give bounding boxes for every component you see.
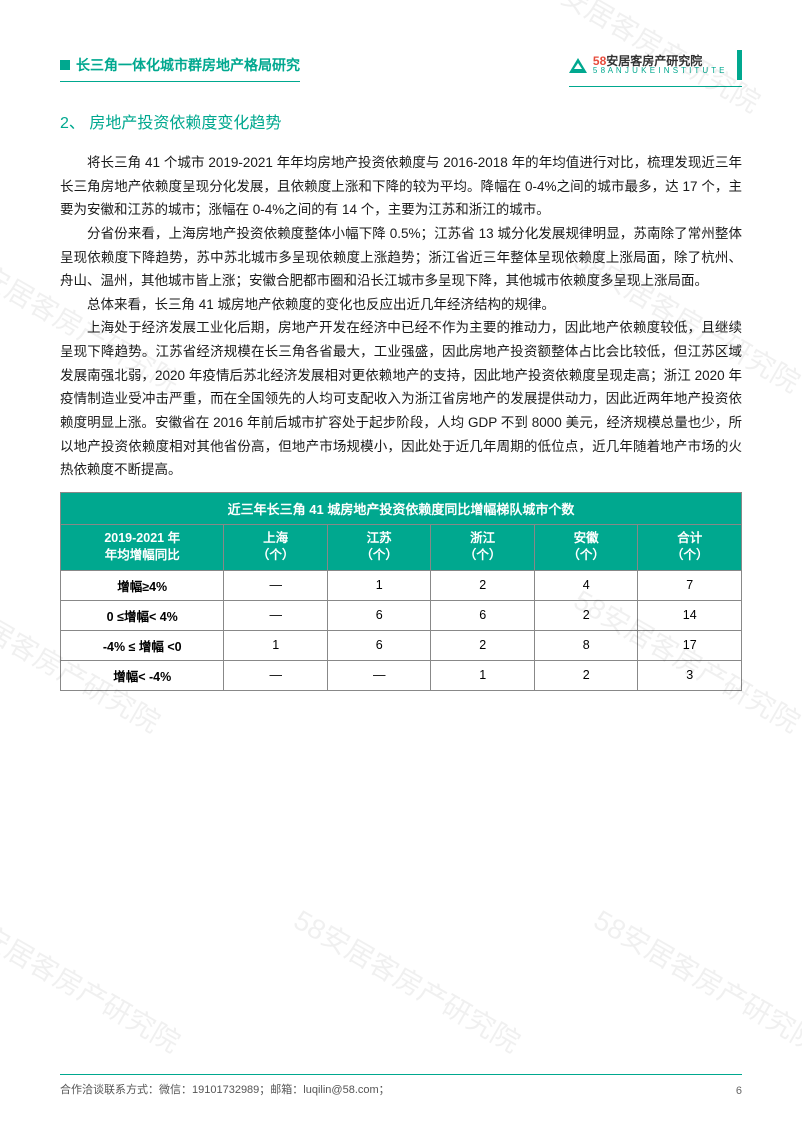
paragraph: 分省份来看，上海房地产投资依赖度整体小幅下降 0.5%；江苏省 13 城分化发展…	[60, 222, 742, 293]
row-label: 0 ≤增幅< 4%	[61, 600, 224, 630]
table-header-row: 2019-2021 年 年均增幅同比 上海 （个） 江苏 （个） 浙江 （个） …	[61, 524, 742, 570]
page-number: 6	[736, 1085, 742, 1097]
table-row: 0 ≤增幅< 4% — 6 6 2 14	[61, 600, 742, 630]
cell: 8	[534, 630, 638, 660]
cell: 2	[431, 630, 535, 660]
cell: 4	[534, 570, 638, 600]
col-header: 合计 （个）	[638, 524, 742, 570]
cell: 2	[534, 660, 638, 690]
cell: —	[224, 600, 328, 630]
row-label: -4% ≤ 增幅 <0	[61, 630, 224, 660]
table-row: 增幅< -4% — — 1 2 3	[61, 660, 742, 690]
cell: 6	[327, 600, 431, 630]
watermark: 58安居客房产研究院	[0, 899, 188, 1061]
cell: 17	[638, 630, 742, 660]
table-title-row: 近三年长三角 41 城房地产投资依赖度同比增幅梯队城市个数	[61, 492, 742, 524]
header-square-icon	[60, 60, 70, 70]
watermark: 58安居客房产研究院	[287, 899, 528, 1061]
col-header: 2019-2021 年 年均增幅同比	[61, 524, 224, 570]
cell: 14	[638, 600, 742, 630]
logo-en: 5 8 A N J U K E I N S T I T U T E	[593, 67, 725, 75]
col-header: 江苏 （个）	[327, 524, 431, 570]
row-label: 增幅≥4%	[61, 570, 224, 600]
cell: 1	[431, 660, 535, 690]
logo-triangle-icon	[569, 58, 587, 73]
cell: 1	[224, 630, 328, 660]
footer-divider	[60, 1074, 742, 1076]
table-title: 近三年长三角 41 城房地产投资依赖度同比增幅梯队城市个数	[61, 492, 742, 524]
logo-text: 58安居客房产研究院 5 8 A N J U K E I N S T I T U…	[593, 55, 725, 75]
header-bar-icon	[737, 50, 742, 80]
col-header: 上海 （个）	[224, 524, 328, 570]
cell: —	[224, 660, 328, 690]
header-left: 长三角一体化城市群房地产格局研究	[60, 55, 300, 82]
cell: 1	[327, 570, 431, 600]
page-header: 长三角一体化城市群房地产格局研究 58安居客房产研究院 5 8 A N J U …	[60, 50, 742, 87]
col-header: 安徽 （个）	[534, 524, 638, 570]
row-label: 增幅< -4%	[61, 660, 224, 690]
table-row: -4% ≤ 增幅 <0 1 6 2 8 17	[61, 630, 742, 660]
data-table: 近三年长三角 41 城房地产投资依赖度同比增幅梯队城市个数 2019-2021 …	[60, 492, 742, 691]
page-footer: 合作洽谈联系方式：微信：19101732989；邮箱：luqilin@58.co…	[60, 1081, 742, 1097]
cell: —	[224, 570, 328, 600]
paragraph: 将长三角 41 个城市 2019-2021 年年均房地产投资依赖度与 2016-…	[60, 151, 742, 222]
cell: 2	[431, 570, 535, 600]
header-logo: 58安居客房产研究院 5 8 A N J U K E I N S T I T U…	[569, 50, 742, 87]
paragraph: 上海处于经济发展工业化后期，房地产开发在经济中已经不作为主要的推动力，因此地产依…	[60, 316, 742, 481]
cell: 6	[431, 600, 535, 630]
cell: 3	[638, 660, 742, 690]
paragraph: 总体来看，长三角 41 城房地产依赖度的变化也反应出近几年经济结构的规律。	[60, 293, 742, 317]
footer-contact: 合作洽谈联系方式：微信：19101732989；邮箱：luqilin@58.co…	[60, 1081, 390, 1097]
watermark: 58安居客房产研究院	[587, 899, 802, 1061]
section-heading: 2、 房地产投资依赖度变化趋势	[60, 109, 742, 133]
table-row: 增幅≥4% — 1 2 4 7	[61, 570, 742, 600]
cell: 6	[327, 630, 431, 660]
header-title: 长三角一体化城市群房地产格局研究	[76, 55, 300, 75]
cell: 2	[534, 600, 638, 630]
cell: 7	[638, 570, 742, 600]
col-header: 浙江 （个）	[431, 524, 535, 570]
body-text: 将长三角 41 个城市 2019-2021 年年均房地产投资依赖度与 2016-…	[60, 151, 742, 482]
cell: —	[327, 660, 431, 690]
